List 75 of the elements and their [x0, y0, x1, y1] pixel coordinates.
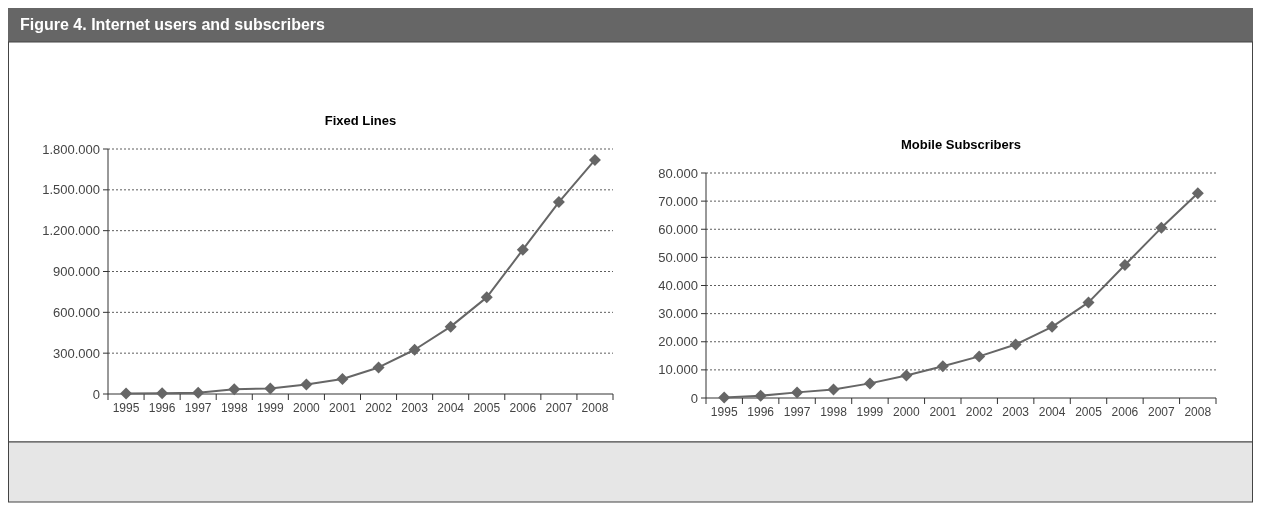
y-tick-label: 30.000 [658, 306, 698, 322]
y-tick-label: 60.000 [658, 221, 698, 237]
point [120, 387, 133, 400]
y-tick-label: 40.000 [658, 278, 698, 294]
x-tick-label: 2004 [437, 401, 465, 415]
x-tick-label: 1997 [783, 405, 811, 419]
x-tick-label: 2003 [1002, 405, 1030, 419]
point [156, 387, 169, 400]
x-tick-label: 2007 [545, 401, 573, 415]
point [408, 343, 421, 356]
x-tick-label: 2006 [1111, 405, 1139, 419]
point [264, 382, 277, 395]
y-tick-label: 20.000 [658, 334, 698, 350]
point [863, 377, 876, 390]
x-tick-label: 2004 [1038, 405, 1066, 419]
point [1046, 320, 1059, 333]
chart-title: Fixed Lines [324, 113, 397, 128]
x-tick-label: 2007 [1148, 405, 1176, 419]
point [1009, 338, 1022, 351]
y-tick-label: 10.000 [658, 362, 698, 378]
point [791, 386, 804, 399]
y-tick-label: 1.500.000 [42, 182, 100, 198]
x-tick-label: 2005 [473, 401, 501, 415]
point [936, 360, 949, 373]
x-tick-label: 2008 [1184, 405, 1212, 419]
y-tick-label: 50.000 [658, 249, 698, 265]
x-tick-label: 1997 [184, 401, 212, 415]
point [300, 378, 313, 391]
x-tick-label: 2002 [365, 401, 393, 415]
point [552, 196, 565, 209]
y-tick-label: 300.000 [53, 345, 100, 361]
x-tick-label: 1995 [112, 401, 140, 415]
point [228, 383, 241, 396]
x-tick-label: 2000 [893, 405, 921, 419]
point [192, 386, 205, 399]
y-tick-label: 1.200.000 [42, 223, 100, 239]
caption: Figure 4. Internet users and subscribers [20, 16, 326, 33]
x-tick-label: 2006 [509, 401, 537, 415]
y-tick-label: 80.000 [658, 165, 698, 181]
x-tick-label: 2005 [1075, 405, 1103, 419]
point [973, 350, 986, 363]
y-tick-label: 900.000 [53, 264, 100, 280]
x-tick-label: 2003 [401, 401, 429, 415]
x-tick-label: 2000 [293, 401, 321, 415]
y-tick-label: 0 [92, 386, 100, 402]
point [588, 153, 601, 166]
x-tick-label: 1999 [856, 405, 884, 419]
x-tick-label: 2008 [581, 401, 609, 415]
point [372, 361, 385, 374]
point [336, 373, 349, 386]
x-tick-label: 1996 [148, 401, 176, 415]
x-tick-label: 2002 [965, 405, 993, 419]
point [1118, 258, 1131, 271]
point [1191, 187, 1204, 200]
x-tick-label: 1998 [820, 405, 848, 419]
chart-title: Mobile Subscribers [901, 137, 1021, 152]
point [1082, 296, 1095, 309]
x-tick-label: 1999 [256, 401, 284, 415]
point [1155, 221, 1168, 234]
point [718, 391, 731, 404]
point [827, 383, 840, 396]
point [754, 389, 767, 402]
y-tick-label: 600.000 [53, 304, 100, 320]
x-tick-label: 2001 [929, 405, 957, 419]
x-tick-label: 1995 [710, 405, 738, 419]
y-tick-label: 0 [690, 390, 698, 406]
y-tick-label: 1.800.000 [42, 141, 100, 157]
x-tick-label: 1998 [220, 401, 248, 415]
point [516, 243, 529, 256]
point [900, 369, 913, 382]
x-tick-label: 2001 [329, 401, 357, 415]
y-tick-label: 70.000 [658, 193, 698, 209]
point [444, 320, 457, 333]
point [480, 291, 493, 304]
x-tick-label: 1996 [747, 405, 775, 419]
